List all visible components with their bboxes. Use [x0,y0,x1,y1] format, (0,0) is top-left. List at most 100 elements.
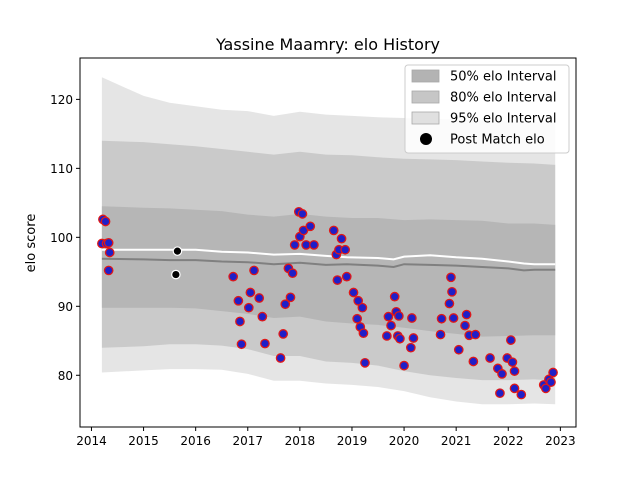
post-match-point [171,269,181,280]
match-elo-point [495,388,505,399]
match-elo-point [289,240,300,250]
match-elo-point [383,311,394,322]
match-elo-point [257,311,268,322]
match-elo-point [408,333,419,343]
x-tick-label: 2023 [545,434,576,448]
match-elo-point [297,209,308,219]
x-tick-label: 2022 [493,434,524,448]
match-elo-point [298,225,309,236]
post-match-points [97,206,558,400]
match-elo-point [509,383,520,394]
match-elo-point [309,240,319,250]
match-elo-point [332,275,343,285]
y-tick-label: 100 [50,231,73,245]
match-elo-point [249,265,259,276]
match-elo-point [245,287,256,298]
x-tick-label: 2018 [285,434,316,448]
legend-swatch [411,111,440,125]
match-elo-point [548,367,558,378]
elo-lines [101,248,556,272]
match-elo-point [436,313,447,324]
match-elo-point [444,298,455,309]
match-elo-point [407,313,417,323]
match-elo-point [358,328,369,339]
legend-marker [420,133,432,145]
legend-label: 80% elo Interval [450,91,557,106]
match-elo-point [497,369,507,379]
plot-frame [79,57,577,428]
match-elo-point [235,316,245,327]
median-elo-line [101,248,556,266]
band-50 [101,206,556,337]
match-elo-point [399,360,409,371]
match-elo-point [461,309,472,320]
x-tick-label: 2021 [441,434,472,448]
match-elo-point [468,356,479,367]
match-elo-point [448,313,459,323]
match-elo-point [328,225,339,236]
x-tick-label: 2019 [337,434,368,448]
match-elo-point [103,237,114,248]
legend: 50% elo Interval 80% elo Interval 95% elo … [404,64,570,154]
match-elo-point [341,271,352,282]
match-elo-point [348,287,359,298]
legend-swatch [411,69,440,83]
x-tick-label: 2016 [180,434,211,448]
legend-box [404,64,570,154]
match-elo-point [435,329,446,340]
legend-label: 95% elo Interval [450,112,557,127]
chart-title: Yassine Maamry: elo History [215,35,440,54]
match-elo-point [285,292,296,303]
match-elo-point [485,353,495,363]
match-elo-point [233,295,244,306]
match-elo-point [353,295,364,306]
x-tick-label: 2014 [76,434,107,448]
match-elo-point [446,272,456,283]
x-tick-label: 2017 [232,434,263,448]
match-elo-point [287,268,298,279]
match-elo-point [540,383,551,394]
match-elo-point [447,286,457,297]
legend-label: Post Match elo [450,133,545,148]
match-elo-point [340,244,351,255]
match-elo-point [275,353,286,363]
match-elo-point [507,357,518,368]
match-elo-point [453,344,464,355]
match-elo-point [386,320,396,331]
match-elo-point [236,339,247,350]
match-elo-point [301,240,311,250]
match-elo-point [389,291,400,302]
match-elo-point [382,331,392,341]
match-elo-point [470,329,481,340]
x-tick-label: 2015 [128,434,159,448]
match-elo-point [278,329,289,339]
match-elo-point [352,313,363,324]
match-elo-point [460,320,470,331]
mean-elo-line [101,257,556,272]
x-axis-ticks: 2014 2015 2016 2017 2018 2019 2020 2021 2022 2023 [76,427,576,448]
match-elo-point [228,271,239,282]
y-tick-label: 110 [50,162,73,176]
match-elo-point [506,335,516,345]
match-elo-point [394,311,404,321]
post-match-point [172,246,183,256]
match-elo-point [516,389,527,400]
match-elo-point [243,302,254,313]
match-elo-point [254,293,265,303]
match-elo-point [360,358,370,368]
y-tick-label: 90 [58,300,73,314]
match-elo-point [546,377,556,388]
legend-label: 50% elo Interval [450,70,557,85]
match-elo-point [103,265,114,276]
match-elo-point [305,221,316,232]
y-axis-label: elo score [24,214,39,273]
y-axis-ticks: 80 90 100 110 120 [50,93,80,383]
x-tick-label: 2020 [389,434,420,448]
match-elo-point [100,216,111,227]
legend-swatch [411,90,440,104]
y-tick-label: 120 [50,93,73,107]
match-elo-point [280,299,291,310]
match-elo-point [357,302,368,313]
y-tick-label: 80 [58,369,73,383]
